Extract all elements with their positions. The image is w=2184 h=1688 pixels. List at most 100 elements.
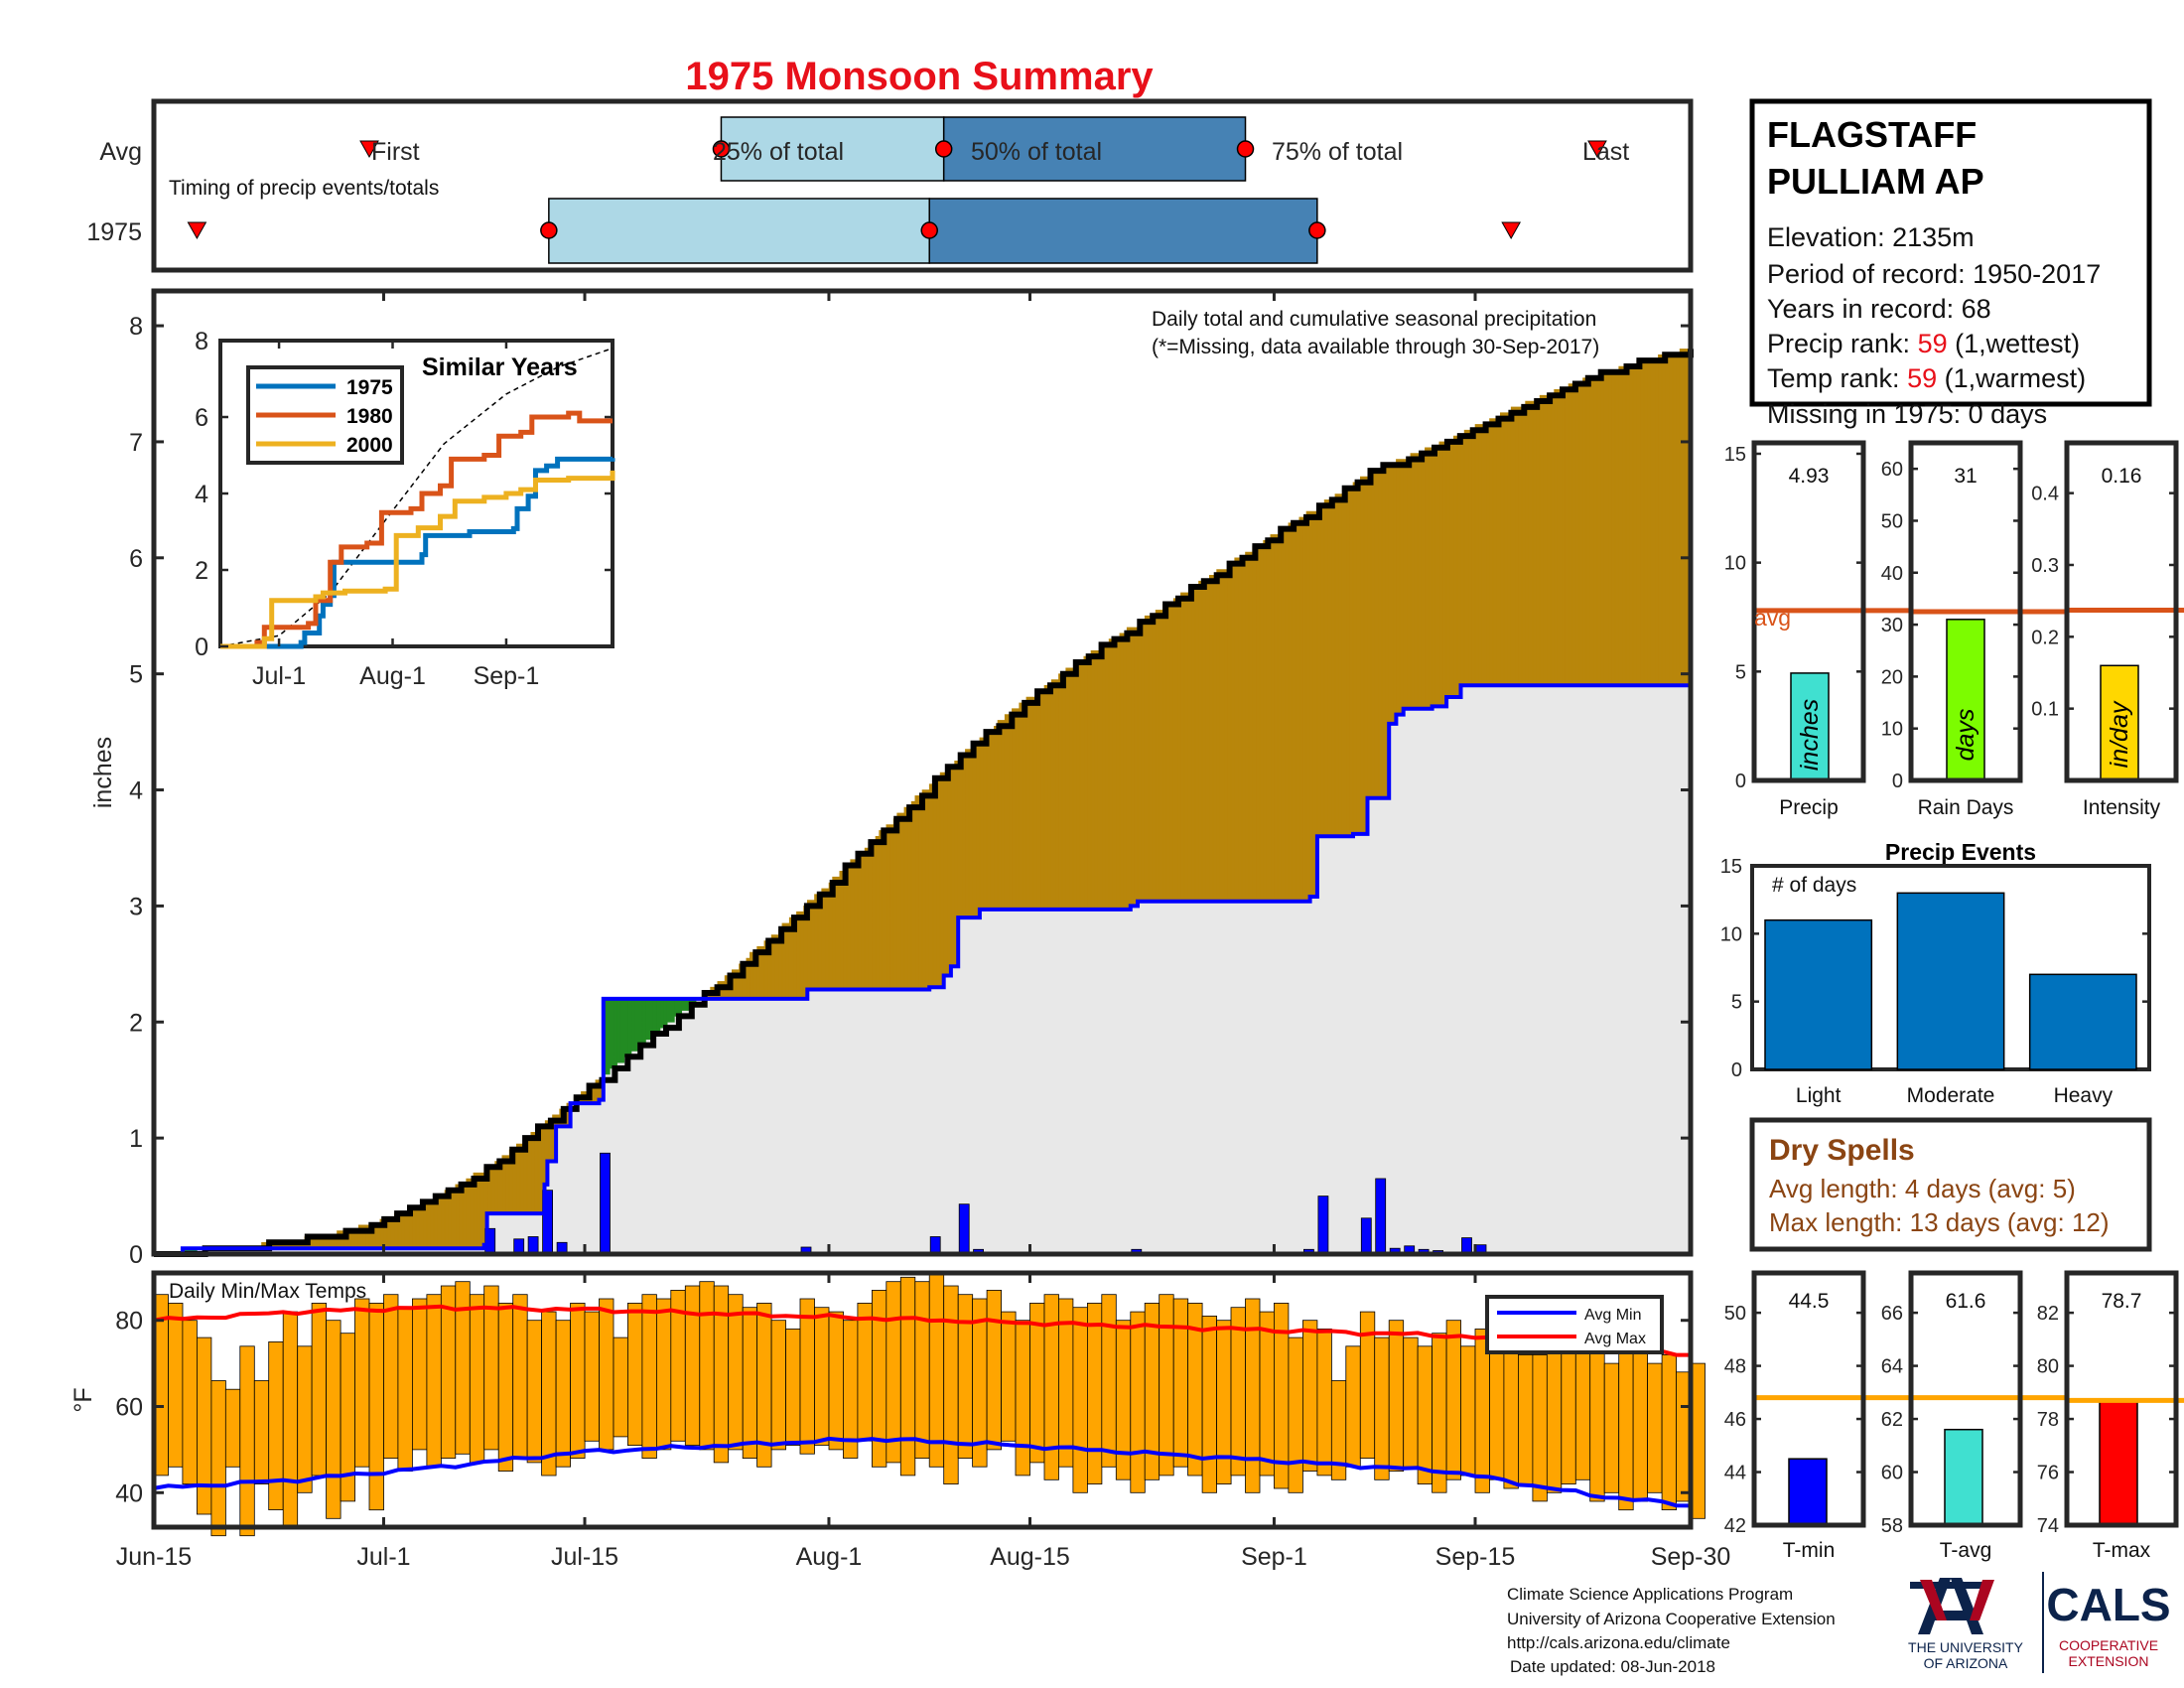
precip-panel-label: Precip — [1779, 796, 1839, 819]
station-precip-rank: Precip rank: 59 (1,wettest) — [1767, 329, 2080, 358]
footer: Climate Science Applications Program Uni… — [1507, 1585, 1836, 1676]
precip-panel-avg-label: avg — [1754, 605, 1791, 631]
legend-label-avg-max: Avg Max — [1584, 1331, 1646, 1347]
year-q1-box — [548, 198, 930, 264]
temp-range-bar — [943, 1285, 959, 1485]
rain-days-panel-value: 31 — [1954, 465, 1977, 488]
temp-range-bar — [182, 1320, 198, 1484]
inset-y-tick-label: 4 — [195, 481, 208, 508]
legend-label-1980: 1980 — [346, 405, 393, 428]
station-name-line1: FLAGSTAFF — [1767, 114, 1977, 155]
dry-spells: Dry Spells Avg length: 4 days (avg: 5) M… — [1749, 1117, 2152, 1252]
temp-range-bar — [297, 1345, 313, 1493]
inset-series-1980 — [220, 410, 613, 649]
temp-range-bar — [426, 1294, 442, 1468]
temp-range-bar — [886, 1281, 901, 1464]
daily-precip-bar — [1317, 1196, 1329, 1255]
inset-axes: 0 2 4 6 8 Jul-1 Aug-1 Sep-1 — [195, 328, 613, 690]
tmin-panel-value: 44.5 — [1789, 1290, 1830, 1313]
temp-range-bar — [512, 1294, 528, 1459]
precip-events-bar — [1764, 918, 1873, 1070]
precip-events-ylabel: # of days — [1772, 874, 1856, 897]
temp-range-bar — [899, 1276, 916, 1477]
temp-range-bar — [986, 1290, 1002, 1451]
avg-q2-box — [942, 116, 1247, 182]
temp-range-bar — [1589, 1345, 1605, 1502]
rain-days-panel-tick-label: 30 — [1881, 615, 1903, 636]
temp-range-bar — [1288, 1336, 1303, 1493]
y-tick-label: 4 — [129, 777, 143, 805]
tmin-panel-tick-label: 50 — [1724, 1303, 1746, 1325]
temp-range-bar — [541, 1311, 557, 1477]
temp-range-bar — [469, 1294, 485, 1464]
temp-range-bar — [570, 1303, 586, 1460]
avg-p75-marker — [1236, 140, 1255, 158]
inset-avg-line — [219, 347, 614, 647]
avg-last-marker — [1587, 140, 1607, 159]
tavg-panel-tick-label: 64 — [1881, 1356, 1903, 1378]
legend-label-avg-min: Avg Min — [1584, 1307, 1642, 1324]
intensity-panel-tick-label: 0.4 — [2031, 484, 2059, 505]
tavg-panel-tick-label: 60 — [1881, 1463, 1903, 1484]
temp-range-bar — [483, 1285, 499, 1451]
tavg-panel-bar — [1944, 1428, 1983, 1526]
temp-range-bar — [497, 1303, 514, 1473]
dry-spells-title: Dry Spells — [1769, 1134, 1915, 1167]
stat-panels: 0 5 10 15 4.93 Precip inches 0 10 20 30 40 50 60 31 Rai… — [1724, 440, 2184, 819]
temps-legend-box — [1485, 1295, 1664, 1354]
station-elevation: Elevation: 2135m — [1767, 222, 1975, 252]
tavg-panel-tick-label: 58 — [1881, 1515, 1903, 1537]
avg-p50-marker — [934, 140, 953, 158]
temp-range-bar — [843, 1320, 859, 1459]
tmax-panel-tick-label: 78 — [2037, 1409, 2059, 1431]
y-tick-label: 2 — [129, 1009, 143, 1037]
inset-title: Similar Years — [422, 353, 578, 381]
precip-events-chart: Precip Events Light Moderate Heavy 0 5 10 15 #… — [1720, 839, 2151, 1107]
year-p25-marker — [540, 221, 558, 239]
temp-y-tick-label: 80 — [115, 1308, 143, 1336]
station-temp-rank: Temp rank: 59 (1,warmest) — [1767, 363, 2086, 393]
precip-events-title: Precip Events — [1885, 839, 2036, 865]
temps-chart-frame — [151, 1270, 1694, 1530]
precip-panel-tick-label: 10 — [1724, 553, 1746, 575]
temp-range-bar — [1647, 1362, 1663, 1493]
precip-rank-label: Precip rank: — [1767, 329, 1918, 358]
temp-range-bar — [440, 1285, 457, 1460]
temp-range-bar — [555, 1320, 571, 1468]
temp-range-bar — [799, 1298, 815, 1455]
intensity-panel-bar — [2100, 664, 2139, 781]
temp-range-bar — [857, 1303, 873, 1442]
temp-range-bar — [383, 1294, 399, 1459]
rain-days-panel-unit: days — [1952, 709, 1979, 762]
timing-marks — [187, 116, 1607, 264]
date-tick-label: Jun-15 — [116, 1543, 192, 1571]
missing-data-note: (*=Missing, data available through 30-Se… — [1152, 336, 1599, 358]
station-info: FLAGSTAFF PULLIAM AP Elevation: 2135m Pe… — [1749, 98, 2152, 429]
tmin-panel-label: T-min — [1783, 1539, 1836, 1562]
temp-range-bar — [1417, 1345, 1433, 1485]
y-tick-label: 5 — [129, 661, 143, 689]
university-logo: THE UNIVERSITY OF ARIZONA CALS COOPERATI… — [1908, 1572, 2171, 1673]
temp-range-bar — [253, 1380, 270, 1484]
temp-range-bar — [584, 1311, 600, 1442]
inset-series-2000 — [220, 470, 615, 649]
temp-range-bar — [368, 1303, 384, 1511]
timing-p75-label: 75% of total — [1272, 138, 1403, 166]
cals-sub-line2: EXTENSION — [2069, 1653, 2149, 1669]
daily-precip-bar — [1360, 1217, 1372, 1255]
precip-panel-tick-label: 15 — [1724, 444, 1746, 466]
temp-range-bar — [1532, 1354, 1548, 1502]
inset-marks — [219, 347, 615, 649]
timing-year-label: 1975 — [86, 218, 142, 246]
temp-range-bar — [770, 1320, 786, 1451]
timing-subtitle: Timing of precip events/totals — [169, 177, 439, 200]
station-missing: Missing in 1975: 0 days — [1767, 399, 2047, 429]
daily-precip-bar — [1375, 1178, 1387, 1255]
temp-range-bar — [1503, 1336, 1519, 1489]
footer-date-updated: Date updated: 08-Jun-2018 — [1510, 1657, 1715, 1676]
temp-range-bar — [1159, 1294, 1174, 1477]
temp-range-bar — [785, 1329, 801, 1447]
precip-events-tick-label: 15 — [1720, 856, 1742, 878]
tmax-panel-tick-label: 80 — [2037, 1356, 2059, 1378]
